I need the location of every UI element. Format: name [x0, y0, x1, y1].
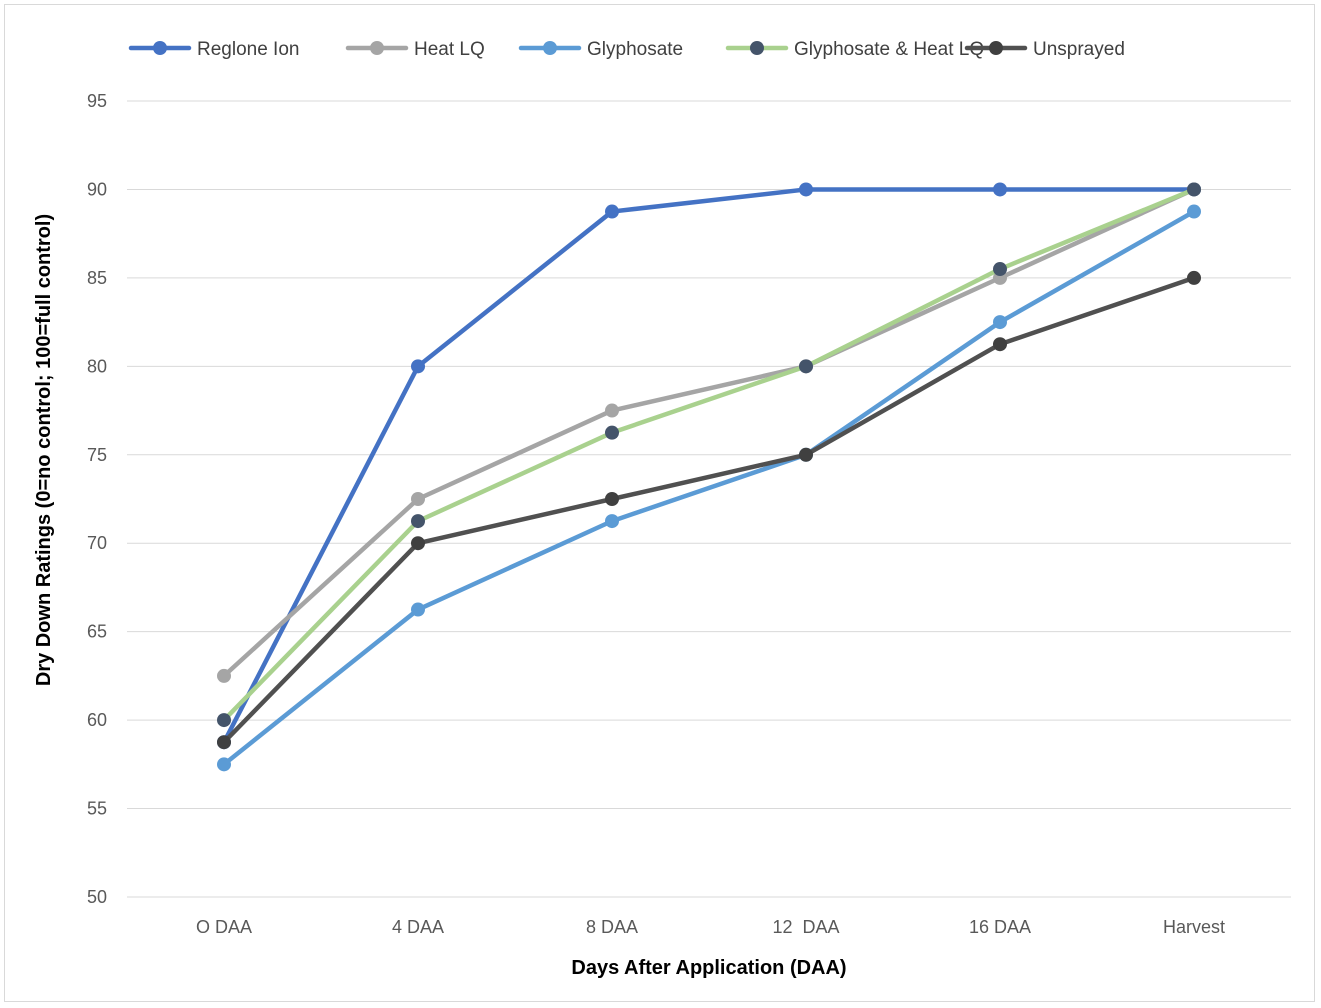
data-point: [799, 447, 813, 462]
data-point: [1187, 270, 1201, 285]
data-point: [411, 359, 425, 374]
legend-marker: [543, 41, 557, 55]
legend-item: Glyphosate & Heat LQ: [725, 39, 984, 60]
legend-item: Unsprayed: [964, 39, 1125, 60]
x-axis-ticks: O DAA 4 DAA 8 DAA 12 DAA 16 DAA Harvest: [196, 917, 1225, 937]
y-tick-label: 50: [87, 887, 107, 907]
legend-item: Heat LQ: [345, 39, 485, 60]
x-tick-label: 16 DAA: [969, 917, 1031, 937]
data-point: [217, 735, 231, 750]
data-point: [993, 315, 1007, 330]
legend-marker: [153, 41, 167, 55]
legend-marker: [989, 41, 1003, 55]
series-2: [217, 204, 1201, 772]
data-point: [605, 492, 619, 506]
legend-label: Heat LQ: [414, 39, 485, 60]
series-line: [221, 275, 1197, 745]
data-point: [411, 492, 425, 506]
data-point: [217, 713, 231, 728]
y-tick-label: 60: [87, 710, 107, 730]
legend-item: Reglone Ion: [128, 39, 299, 60]
data-point: [605, 403, 619, 418]
y-tick-label: 65: [87, 622, 107, 642]
x-tick-label: 8 DAA: [586, 917, 638, 937]
data-point: [799, 359, 813, 374]
series-layer: [217, 182, 1201, 772]
x-tick-label: 4 DAA: [392, 917, 444, 937]
legend-item: Glyphosate: [518, 39, 683, 60]
series-line: [221, 187, 1197, 679]
legend-marker: [750, 41, 764, 55]
series-line: [221, 187, 1197, 745]
data-point: [993, 182, 1007, 197]
legend-label: Glyphosate: [587, 39, 683, 60]
x-axis-title: Days After Application (DAA): [571, 957, 846, 979]
y-tick-label: 75: [87, 445, 107, 465]
data-point: [605, 204, 619, 219]
series-4: [217, 270, 1201, 750]
series-line: [221, 209, 1197, 767]
gridlines: [127, 100, 1291, 898]
x-tick-label: O DAA: [196, 917, 252, 937]
y-axis-ticks: 50 55 60 65 70 75 80 85 90 95: [87, 91, 107, 907]
y-tick-label: 90: [87, 179, 107, 199]
y-tick-label: 70: [87, 533, 107, 553]
y-axis-title: Dry Down Ratings (0=no control; 100=full…: [33, 214, 55, 686]
data-point: [411, 536, 425, 551]
data-point: [217, 668, 231, 683]
series-3: [217, 182, 1201, 728]
data-point: [411, 602, 425, 617]
x-tick-label: Harvest: [1163, 917, 1225, 937]
series-0: [217, 182, 1201, 750]
y-tick-label: 55: [87, 799, 107, 819]
legend-label: Glyphosate & Heat LQ: [794, 39, 984, 60]
data-point: [411, 514, 425, 529]
y-tick-label: 85: [87, 268, 107, 288]
data-point: [993, 262, 1007, 277]
x-tick-label: 12 DAA: [772, 917, 839, 937]
y-tick-label: 80: [87, 356, 107, 376]
data-point: [605, 514, 619, 529]
legend-marker: [370, 41, 384, 55]
line-chart: 50 55 60 65 70 75 80 85 90 95 O DAA 4 DAA 8 DAA 12 D…: [33, 39, 1291, 979]
data-point: [1187, 182, 1201, 197]
series-1: [217, 182, 1201, 683]
chart-frame: 50 55 60 65 70 75 80 85 90 95 O DAA 4 DAA 8 DAA 12 D…: [4, 4, 1315, 1002]
legend-label: Unsprayed: [1033, 39, 1125, 60]
legend: Reglone Ion Heat LQ Glyphosate Glyphosate &…: [128, 39, 1125, 60]
data-point: [217, 757, 231, 772]
data-point: [993, 337, 1007, 352]
data-point: [605, 425, 619, 440]
series-line: [221, 187, 1197, 723]
legend-label: Reglone Ion: [197, 39, 299, 60]
data-point: [1187, 204, 1201, 219]
data-point: [799, 182, 813, 197]
y-tick-label: 95: [87, 91, 107, 111]
